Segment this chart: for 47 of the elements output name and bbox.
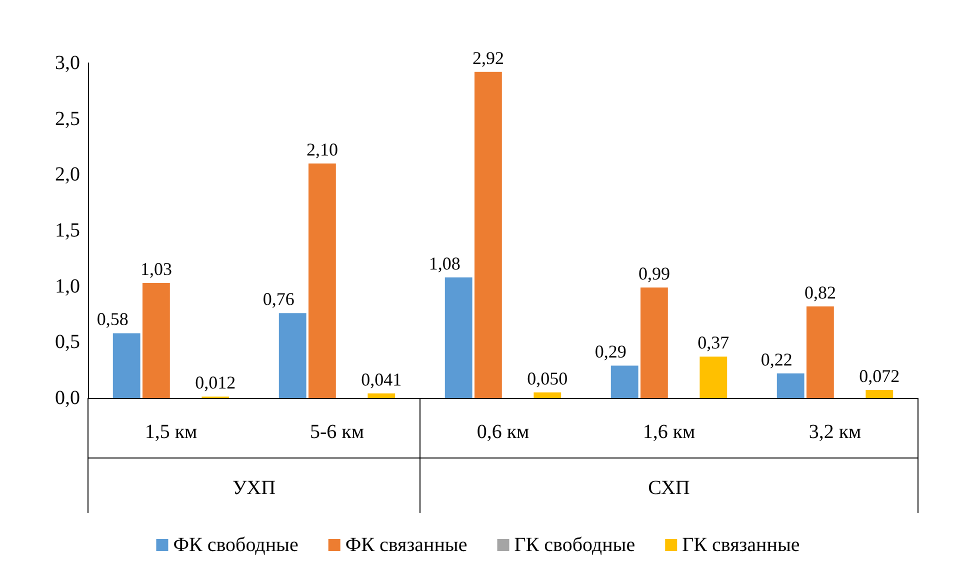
bar [610,366,638,398]
x-tick-label: 3,2 км [808,421,862,443]
data-label: 0,37 [698,332,730,353]
y-tick-label: 2,0 [55,164,80,186]
bar [776,373,804,398]
data-label: 0,041 [361,369,402,390]
legend-label: ФК свободные [173,534,298,556]
bar [308,164,336,398]
data-label: 2,10 [306,140,338,160]
x-tick-label: 0,6 км [476,421,530,443]
bar [444,277,472,398]
data-label: 0,99 [638,263,670,284]
bar [112,333,140,398]
bar [806,306,834,398]
data-label: 0,76 [262,289,294,310]
bar [640,287,668,398]
bar [368,393,396,398]
data-label: 0,22 [760,349,792,370]
y-tick-label: 3,0 [55,52,80,74]
bar [700,356,728,398]
data-label: 0,012 [195,372,236,393]
data-label: 0,58 [96,309,128,330]
x-tick-label: 5-6 км [310,421,364,443]
data-label: 1,08 [428,253,460,274]
bar [142,282,170,398]
legend-label: ГК свободные [514,534,636,556]
data-label: 1,03 [140,258,172,279]
x-tick-label: 1,5 км [144,421,198,443]
y-tick-label: 1,5 [55,220,80,242]
bar [534,392,562,398]
y-tick-label: 1,0 [55,275,80,298]
bar [474,72,502,398]
data-label: 2,92 [472,48,504,68]
data-label: 0,82 [804,282,836,302]
text: СХП [648,477,690,499]
y-tick-label: 2,5 [55,108,80,130]
data-label: 0,072 [859,366,900,386]
data-label: 0,050 [527,368,568,388]
legend-label: ГК связанные [682,534,800,556]
text: УХП [232,477,276,499]
bar [866,390,894,398]
y-tick-label: 0,0 [55,387,80,409]
y-tick-label: 0,5 [55,331,80,354]
data-label: 0,29 [594,342,626,362]
x-tick-label: 1,6 км [642,421,696,443]
legend-label: ФК связанные [345,534,468,556]
bar [278,313,306,398]
